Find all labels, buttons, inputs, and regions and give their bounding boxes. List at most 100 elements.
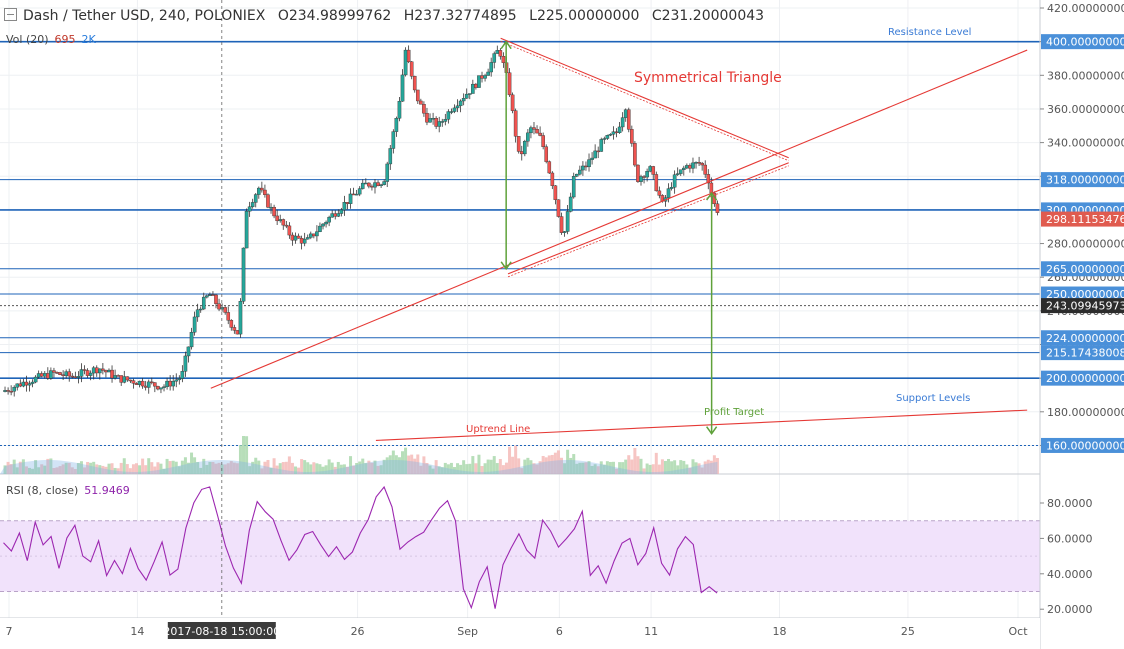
rsi-band [0, 520, 1040, 592]
candle-body [143, 385, 148, 388]
volume-bar [95, 464, 99, 474]
candle-body [107, 369, 111, 373]
time-axis-bg [0, 618, 1040, 649]
price-tag-label: 318.00000000 [1046, 174, 1124, 187]
volume-bar [355, 463, 359, 474]
candle-body [403, 49, 408, 76]
candle-body [3, 390, 7, 392]
candle-body [174, 379, 179, 382]
volume-bar [419, 465, 423, 474]
candle-body [513, 110, 518, 137]
volume-bar [18, 461, 22, 474]
volume-bar [532, 463, 536, 474]
volume-bar [242, 436, 246, 474]
candle-body [49, 370, 53, 379]
volume-bar [422, 456, 426, 474]
volume-bar [627, 455, 631, 474]
volume-bar [89, 462, 93, 474]
volume-bar [511, 456, 515, 474]
volume-bar [394, 455, 398, 474]
volume-bar [70, 467, 74, 474]
volume-bar [498, 459, 502, 474]
volume-bar [642, 468, 646, 474]
candle-body [257, 187, 261, 195]
volume-bar [401, 451, 405, 474]
candle-body [299, 238, 304, 244]
candle-body [440, 121, 445, 123]
rsi-series [3, 485, 718, 610]
volume-bar [670, 461, 674, 474]
volume-bar [327, 459, 331, 474]
candle-body [165, 380, 169, 387]
rsi-tick-label: 40.0000 [1047, 568, 1093, 581]
candle-body [510, 94, 515, 111]
ohlc-high: H237.32774895 [403, 8, 517, 24]
arrow-head-bottom [706, 426, 718, 435]
volume-bar [235, 463, 239, 474]
candle-body [605, 135, 610, 139]
time-tick-label: 7 [6, 625, 13, 638]
volume-bar [529, 460, 533, 474]
candle-body [192, 316, 197, 333]
candle-body [269, 206, 273, 209]
candle-body [553, 185, 558, 200]
volume-bar [58, 466, 62, 474]
candle-body [379, 184, 383, 186]
candle-body [12, 386, 16, 392]
candle-body [449, 111, 454, 113]
candle-body [305, 237, 310, 240]
candle-body [507, 72, 512, 96]
candle-body [198, 308, 203, 311]
volume-bar [287, 456, 291, 474]
volume-bar [138, 465, 142, 474]
volume-bar [193, 457, 197, 474]
collapse-icon[interactable] [4, 8, 17, 21]
volume-bar [159, 463, 163, 474]
candle-body [412, 75, 417, 91]
volume-bar [202, 458, 206, 474]
volume-bar [428, 465, 432, 474]
volume-bar [706, 459, 710, 474]
candle-body [364, 182, 368, 185]
candle-body [318, 225, 322, 232]
candle-body [486, 71, 490, 76]
candle-body [324, 221, 328, 225]
candle-body [55, 372, 59, 374]
annotation-support: Support Levels [896, 393, 971, 404]
volume-bar [651, 464, 655, 474]
candle-body [189, 332, 194, 348]
candle-body [287, 225, 292, 236]
candle-body [672, 174, 677, 188]
candle-body [602, 138, 607, 140]
candle-body [39, 373, 44, 377]
candle-body [333, 213, 338, 217]
volume-bar [504, 462, 508, 474]
candle-body [685, 165, 689, 169]
candle-body [9, 390, 13, 393]
arrow-head-top [500, 40, 512, 50]
candle-body [232, 327, 237, 331]
candle-body [46, 373, 50, 379]
volume-bar [43, 465, 47, 474]
candle-body [168, 380, 172, 387]
candle-body [293, 235, 298, 241]
candle-body [382, 181, 386, 185]
rsi-tick-label: 80.0000 [1047, 497, 1093, 510]
candle-body [574, 173, 579, 177]
candle-body [675, 173, 680, 175]
volume-bar [449, 462, 453, 474]
candle-body [654, 174, 659, 192]
candle-body [101, 368, 105, 371]
volume-bar [128, 468, 132, 474]
candle-body [91, 367, 96, 374]
volume-bar [330, 462, 334, 474]
candle-body [134, 383, 139, 385]
candle-body [425, 112, 429, 123]
volume-bar [110, 463, 114, 474]
volume-bar [104, 466, 108, 474]
ohlc-close: C231.20000043 [651, 8, 765, 24]
volume-bar [309, 464, 313, 474]
candle-body [532, 127, 536, 130]
volume-bar [263, 461, 267, 474]
